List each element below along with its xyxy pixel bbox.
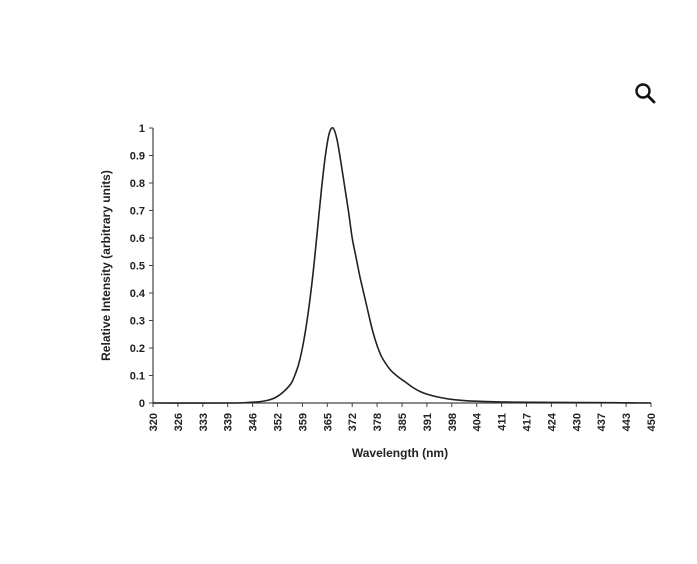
x-tick-label: 450 [646,413,658,431]
x-tick-label: 346 [248,413,260,431]
y-tick-label: 0 [139,398,145,410]
x-tick-label: 417 [522,413,534,431]
y-tick-label: 1 [139,123,145,135]
y-tick-label: 0.5 [130,261,145,273]
x-tick-label: 352 [273,413,285,431]
y-tick-label: 0.1 [130,371,145,383]
zoom-button[interactable] [630,78,660,108]
x-tick-label: 333 [198,413,210,431]
x-tick-label: 424 [546,412,558,431]
y-tick-label: 0.9 [130,151,145,163]
x-axis-title: Wavelength (nm) [352,446,448,460]
y-tick-label: 0.2 [130,343,145,355]
y-tick-label: 0.8 [130,178,145,190]
x-tick-label: 359 [297,413,309,431]
x-tick-label: 320 [148,413,160,431]
y-tick-label: 0.6 [130,233,145,245]
y-tick-label: 0.3 [130,316,145,328]
y-tick-label: 0.7 [130,206,145,218]
x-tick-label: 398 [447,413,459,431]
x-tick-label: 372 [347,413,359,431]
x-tick-label: 378 [372,413,384,431]
x-tick-label: 404 [472,412,484,431]
x-tick-label: 443 [621,413,633,431]
x-tick-label: 411 [497,413,509,431]
x-tick-label: 365 [322,413,334,431]
x-tick-label: 326 [173,413,185,431]
x-tick-label: 391 [422,413,434,431]
x-tick-label: 437 [596,413,608,431]
magnifier-icon [635,83,656,104]
x-tick-label: 385 [397,413,409,431]
series-line [152,126,652,404]
x-tick-label: 430 [571,413,583,431]
y-tick-label: 0.4 [130,288,146,300]
x-tick-label: 339 [223,413,235,431]
y-axis-title: Relative Intensity (arbitrary units) [99,170,113,361]
